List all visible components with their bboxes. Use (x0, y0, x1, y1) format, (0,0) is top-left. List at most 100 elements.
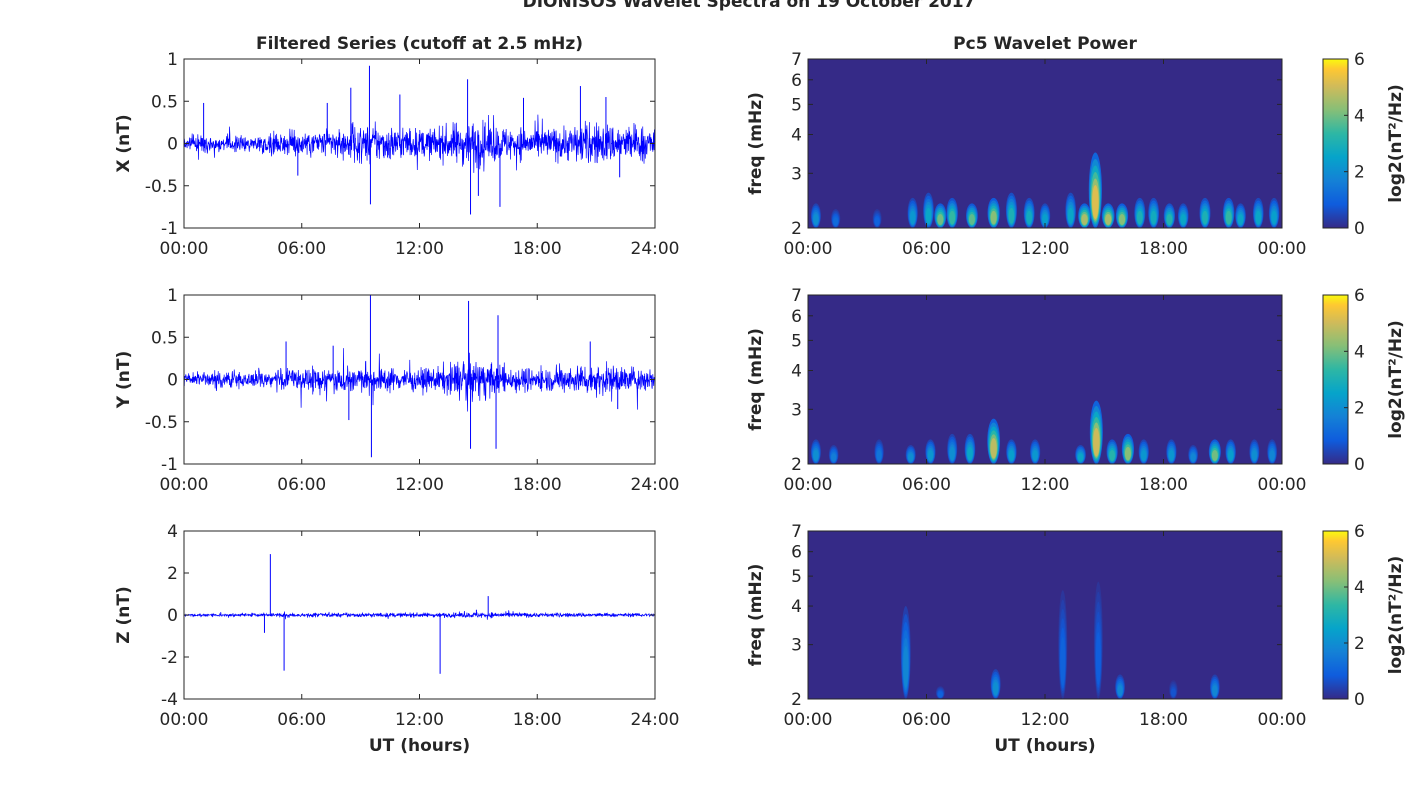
series-x-xtick-label: 00:00 (160, 239, 209, 259)
wavelet-x-ytick-label: 6 (791, 71, 802, 91)
wavelet-x-blob (925, 207, 932, 224)
series-z-ylabel: Z (nT) (114, 586, 134, 643)
series-y-ytick-label: 0 (167, 371, 178, 391)
wavelet-x-blob (990, 210, 997, 225)
wavelet-x-colorbar-label: log2(nT²/Hz) (1386, 84, 1406, 203)
wavelet-y-blob (908, 453, 914, 462)
series-y-line (183, 348, 656, 412)
wavelet-x-blob (1180, 213, 1186, 226)
series-y-group (183, 295, 656, 458)
figure-suptitle: DIONISOS Wavelet Spectra on 19 October 2… (523, 0, 976, 12)
wavelet-z-blob (1095, 632, 1101, 685)
series-y-ytick-label: 1 (167, 286, 178, 306)
wavelet-z-blob (903, 646, 909, 688)
wavelet-x-ytick-label: 4 (791, 125, 802, 145)
wavelet-x-xtick-label: 18:00 (1139, 239, 1188, 259)
wavelet-y-blobs (810, 400, 1278, 465)
wavelet-x-xtick-label: 00:00 (1258, 239, 1307, 259)
wavelet-y-xtick-label: 18:00 (1139, 475, 1188, 495)
series-x-title: Filtered Series (cutoff at 2.5 mHz) (256, 34, 583, 54)
wavelet-y-blob (831, 453, 837, 462)
wavelet-y-colorbar-label: log2(nT²/Hz) (1386, 320, 1406, 439)
series-x-group (183, 65, 656, 215)
wavelet-x-blob (1225, 210, 1232, 225)
wavelet-z-ytick-label: 6 (791, 543, 802, 563)
series-x-ytick-label: 1 (167, 50, 178, 70)
wavelet-y-blob (1269, 449, 1275, 462)
wavelet-z-background (808, 531, 1282, 699)
wavelet-y-blob (1227, 449, 1234, 462)
wavelet-z-xtick-label: 18:00 (1139, 710, 1188, 730)
wavelet-x-blob (1105, 213, 1112, 226)
wavelet-z-ytick-label: 5 (791, 567, 802, 587)
wavelet-x-ylabel: freq (mHz) (746, 92, 766, 195)
series-x-ylabel: X (nT) (114, 114, 134, 172)
wavelet-y-colorbar-tick-label: 4 (1354, 342, 1365, 362)
wavelet-x-blob (1150, 210, 1157, 225)
wavelet-y-colorbar-tick-label: 6 (1354, 286, 1365, 306)
wavelet-x-blob (1271, 210, 1277, 225)
wavelet-x-blob (813, 213, 819, 226)
series-z-xlabel: UT (hours) (369, 736, 470, 756)
wavelet-z-xtick-label: 00:00 (784, 710, 833, 730)
wavelet-z-blob (1171, 688, 1176, 697)
wavelet-x-blob (937, 213, 944, 226)
series-z-xtick-label: 06:00 (277, 710, 326, 730)
wavelet-z-ylabel: freq (mHz) (746, 564, 766, 667)
wavelet-x-colorbar-tick-label: 6 (1354, 50, 1365, 70)
wavelet-x-ytick-label: 2 (791, 219, 802, 239)
wavelet-y-colorbar-tick-label: 0 (1354, 455, 1365, 475)
wavelet-x-blob (1067, 207, 1074, 224)
wavelet-y-blob (1093, 427, 1100, 457)
series-x-xtick-label: 18:00 (513, 239, 562, 259)
wavelet-z-colorbar-tick-label: 2 (1354, 634, 1365, 654)
series-y-xtick-label: 06:00 (277, 475, 326, 495)
wavelet-y-blob (1077, 453, 1084, 462)
series-x-line (183, 114, 656, 173)
wavelet-z-colorbar-tick-label: 0 (1354, 690, 1365, 710)
series-z-group (183, 554, 656, 674)
wavelet-x-ytick-label: 5 (791, 95, 802, 115)
wavelet-z-ytick-label: 3 (791, 636, 802, 656)
wavelet-y-xtick-label: 00:00 (1258, 475, 1307, 495)
wavelet-y-blob (1032, 449, 1038, 462)
wavelet-y-blob (1141, 449, 1147, 462)
series-z-ytick-label: 0 (167, 606, 178, 626)
series-z-line (183, 610, 656, 620)
wavelet-x-ytick-label: 3 (791, 164, 802, 184)
wavelet-z-blobs (900, 581, 1220, 700)
wavelet-z-blob (1117, 685, 1123, 697)
wavelet-y-ytick-label: 5 (791, 331, 802, 351)
wavelet-y-blob (813, 449, 819, 462)
wavelet-z-colorbar-label: log2(nT²/Hz) (1386, 556, 1406, 675)
wavelet-y-colorbar (1322, 294, 1349, 465)
wavelet-z-colorbar-tick-label: 6 (1354, 522, 1365, 542)
series-z-xtick-label: 18:00 (513, 710, 562, 730)
wavelet-y-blob (1109, 449, 1115, 462)
wavelet-z-colorbar-tick-label: 4 (1354, 578, 1365, 598)
wavelet-z-blob (993, 681, 999, 696)
wavelet-z-ytick-label: 7 (791, 522, 802, 542)
wavelet-y-xtick-label: 06:00 (902, 475, 951, 495)
series-x-ytick-label: -0.5 (145, 177, 178, 197)
wavelet-x-colorbar-tick-label: 2 (1354, 163, 1365, 183)
wavelet-x-blob (1081, 213, 1088, 226)
series-x-xtick-label: 24:00 (631, 239, 680, 259)
wavelet-y-blob (1190, 453, 1196, 462)
wavelet-y-blob (1251, 449, 1257, 462)
wavelet-x-blob (910, 210, 916, 225)
wavelet-y-ytick-label: 7 (791, 286, 802, 306)
wavelet-y-ytick-label: 3 (791, 400, 802, 420)
wavelet-z-ytick-label: 2 (791, 690, 802, 710)
wavelet-x-colorbar (1322, 58, 1349, 229)
wavelet-x-xtick-label: 12:00 (1021, 239, 1070, 259)
wavelet-x-xtick-label: 06:00 (902, 239, 951, 259)
series-z-ytick-label: 4 (167, 522, 178, 542)
wavelet-x-blob (949, 210, 956, 225)
wavelet-z-ytick-label: 4 (791, 597, 802, 617)
wavelet-y-blob (876, 449, 882, 462)
series-y-ylabel: Y (nT) (114, 351, 134, 409)
wavelet-z-blob (1060, 637, 1066, 686)
wavelet-z-xtick-label: 00:00 (1258, 710, 1307, 730)
